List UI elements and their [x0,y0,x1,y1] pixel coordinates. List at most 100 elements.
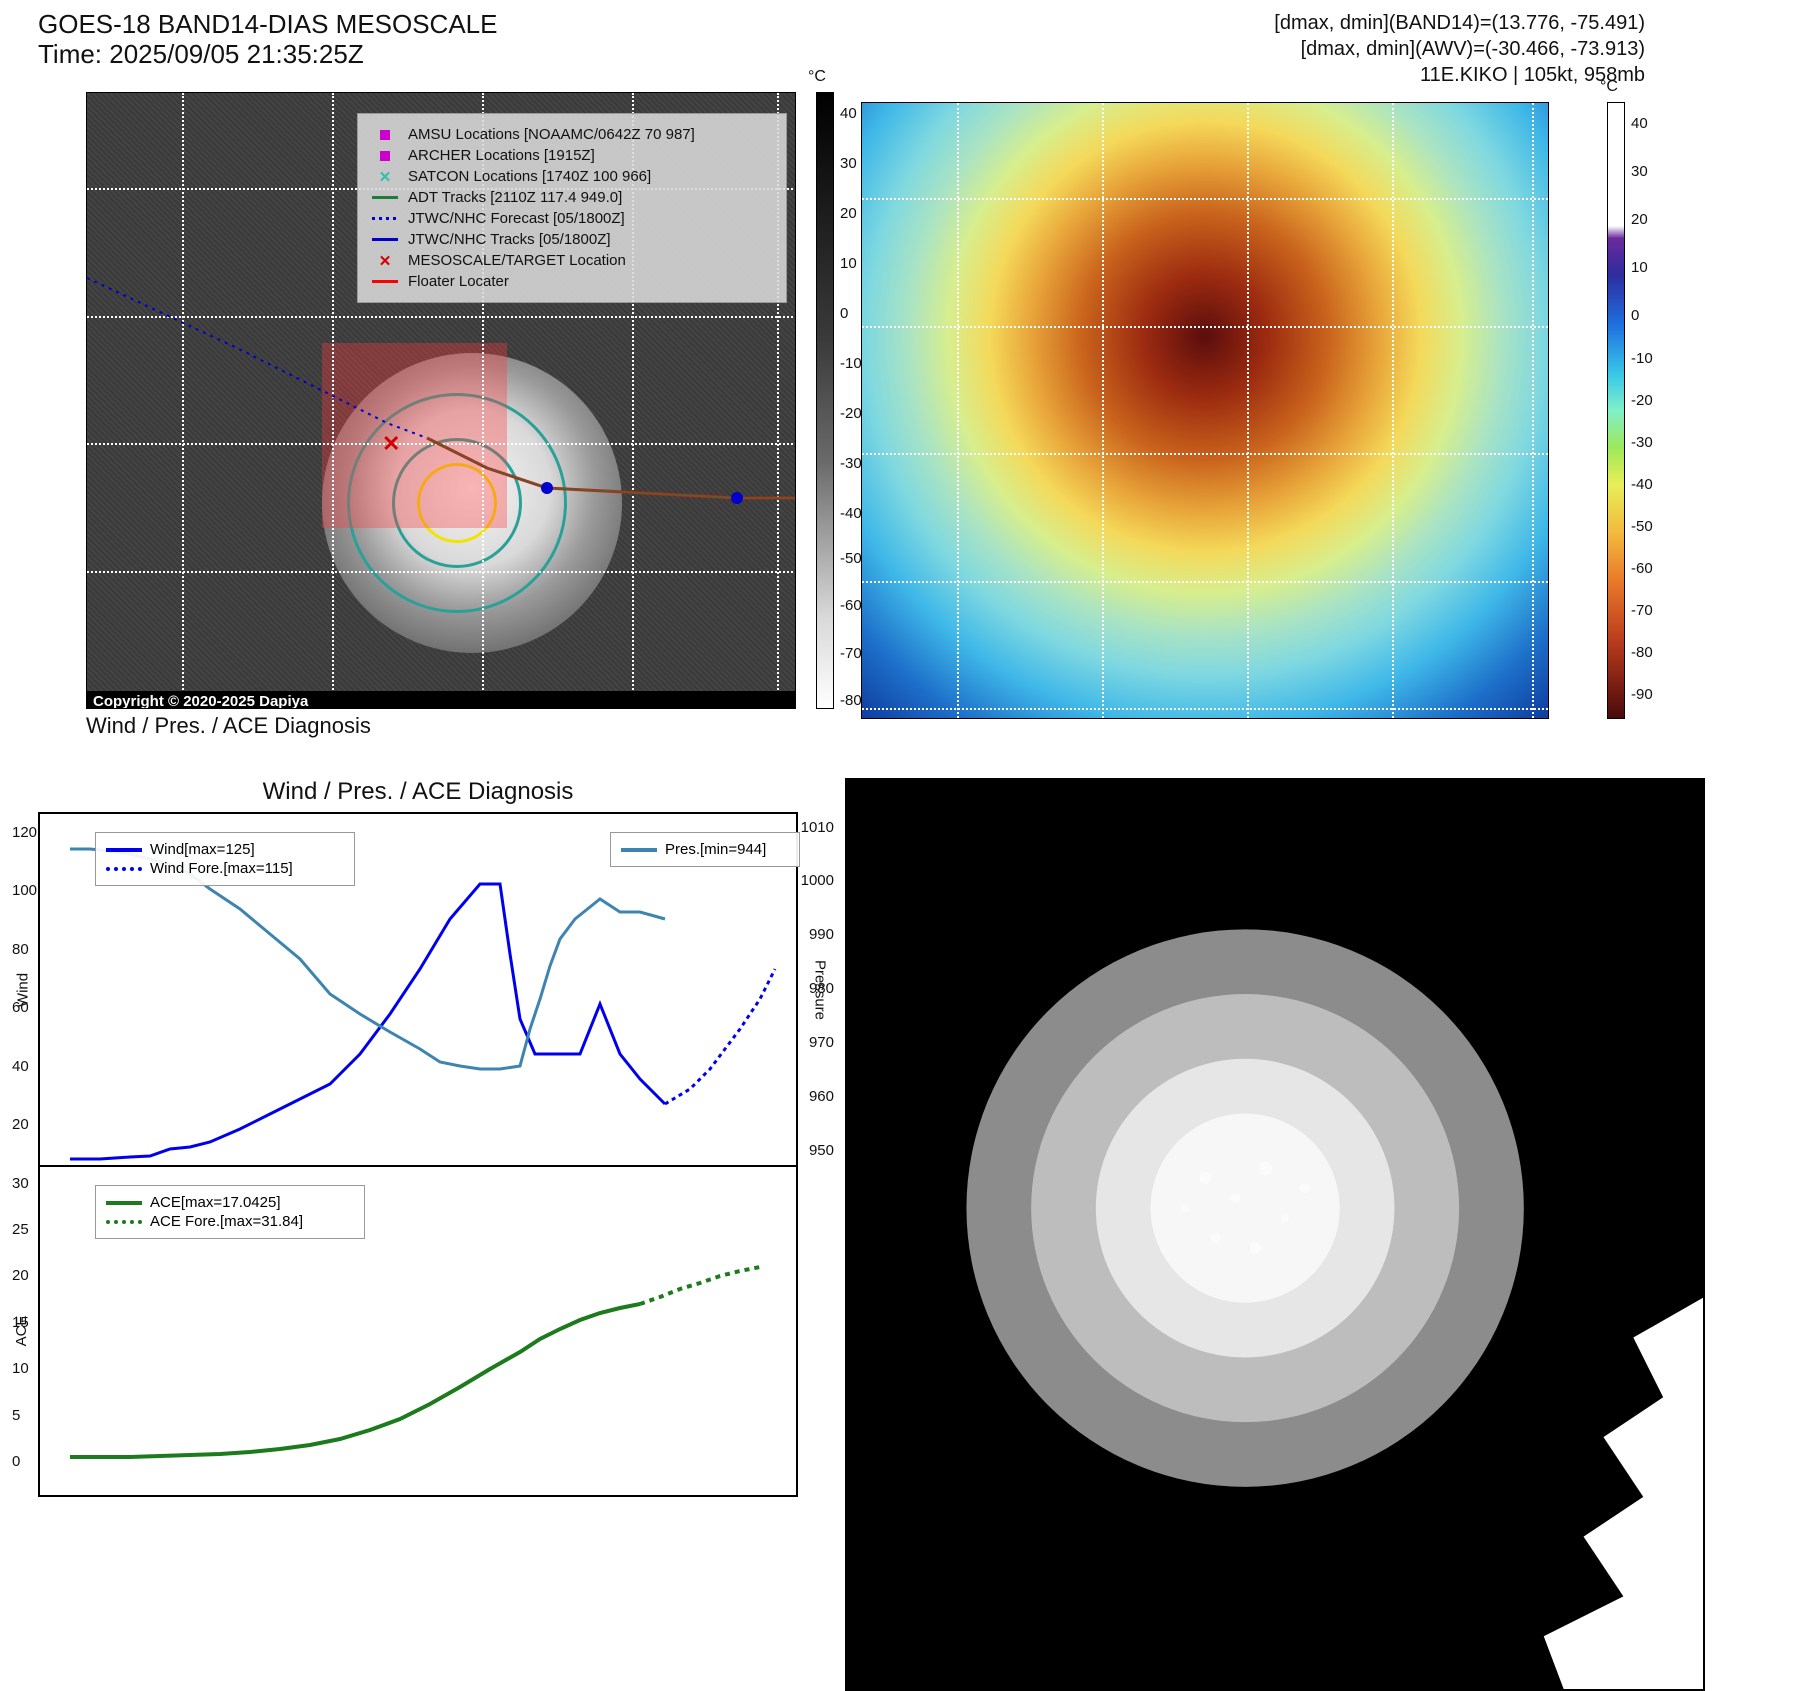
legend-swatch-floater [372,276,398,288]
tr-gridline-lon-142 [957,103,959,718]
wind-legend: Wind[max=125] Wind Fore.[max=115] [95,832,355,886]
wind-tick-120: 120 [12,824,37,841]
tr-gridline-lat-16 [862,326,1548,328]
tr-cb-tick-20: 20 [1631,211,1648,228]
ace-tick-5: 5 [12,1407,20,1424]
legend-row-floater: Floater Locater [372,273,772,290]
tl-cb-tick-m30: -30 [840,455,862,472]
tr-cb-tick-m30: -30 [1631,434,1653,451]
tr-gridline-lon-138 [1247,103,1249,718]
tl-map-legend: AMSU Locations [NOAAMC/0642Z 70 987] ARC… [357,113,787,303]
wind-legend-row1: Wind[max=125] [106,841,344,858]
ace-chart[interactable]: 30 25 20 15 10 5 0 ACE ACE[max=17.0425] … [38,1167,798,1497]
tr-cb-tick-m10: -10 [1631,350,1653,367]
tl-colorbar-unit: °C [808,68,826,86]
legend-row-archer: ARCHER Locations [1915Z] [372,147,772,164]
tr-cb-tick-10: 10 [1631,259,1648,276]
wind-legend-row2: Wind Fore.[max=115] [106,860,344,877]
tr-cb-tick-m20: -20 [1631,392,1653,409]
tl-cb-tick-0: 0 [840,305,848,322]
tl-cb-tick-m70: -70 [840,645,862,662]
pres-tick-1000: 1000 [801,872,834,889]
tl-cb-tick-m40: -40 [840,505,862,522]
mesoscale-target-marker: ✕ [382,431,400,457]
tl-cb-tick-20: 20 [840,205,857,222]
pres-tick-950: 950 [809,1142,834,1159]
ace-legend-row1: ACE[max=17.0425] [106,1194,354,1211]
wind-tick-40: 40 [12,1058,29,1075]
pres-legend: Pres.[min=944] [610,832,800,867]
ace-tick-30: 30 [12,1175,29,1192]
tr-cb-tick-m90: -90 [1631,686,1653,703]
legend-swatch-jtwc-forecast [372,213,398,225]
tl-cb-tick-m20: -20 [840,405,862,422]
ir-rainbow-colorbar[interactable] [1607,102,1625,719]
tr-cb-tick-m80: -80 [1631,644,1653,661]
wind-pres-ace-title: Wind / Pres. / ACE Diagnosis [38,778,798,806]
ace-tick-25: 25 [12,1221,29,1238]
tr-cb-tick-m60: -60 [1631,560,1653,577]
wind-pressure-chart[interactable]: 120 100 80 60 40 20 Wind 1010 1000 990 9… [38,812,798,1167]
legend-swatch-jtwc-track [372,234,398,246]
legend-swatch-satcon: ✕ [372,171,398,183]
ace-tick-10: 10 [12,1360,29,1377]
tl-cb-tick-40: 40 [840,105,857,122]
pres-legend-row1: Pres.[min=944] [621,841,789,858]
tr-colorbar-unit: °C [1600,78,1618,96]
legend-row-jtwc-track: JTWC/NHC Tracks [05/1800Z] [372,231,772,248]
ace-tick-0: 0 [12,1453,20,1470]
tr-header-line2: [dmax, dmin](AWV)=(-30.466, -73.913) [1274,36,1645,62]
legend-swatch-mesoscale: ✕ [372,255,398,267]
wind-tick-80: 80 [12,941,29,958]
panel-title-line2: Time: 2025/09/05 21:35:25Z [38,40,497,70]
legend-swatch-archer [372,150,398,162]
tr-gridline-lon-140 [1102,103,1104,718]
tr-gridline-lon-134 [1532,103,1534,718]
panel-title-block: GOES-18 BAND14-DIAS MESOSCALE Time: 2025… [38,10,497,70]
tr-gridline-lat-12 [862,581,1548,583]
legend-swatch-adt [372,192,398,204]
tr-cb-tick-30: 30 [1631,163,1648,180]
tr-cb-tick-0: 0 [1631,307,1639,324]
ir-satellite-map[interactable]: 142°W 140°W 138°W 136°W 134°W 18°N 16°N … [86,92,796,709]
tl-cb-tick-30: 30 [840,155,857,172]
tr-gridline-lat-10 [862,708,1548,710]
tr-cb-tick-m50: -50 [1631,518,1653,535]
copyright-notice: Copyright © 2020-2025 Dapiya [87,691,795,709]
ir-grayscale-colorbar[interactable] [816,92,834,709]
ace-legend-row2: ACE Fore.[max=31.84] [106,1213,354,1230]
ace-tick-20: 20 [12,1267,29,1284]
legend-row-amsu: AMSU Locations [NOAAMC/0642Z 70 987] [372,126,772,143]
legend-swatch-amsu [372,129,398,141]
tl-cb-tick-m60: -60 [840,597,862,614]
wind-pres-ace-panel: Wind / Pres. / ACE Diagnosis 120 100 80 … [38,778,798,1497]
panel-title-line1: GOES-18 BAND14-DIAS MESOSCALE [38,10,497,40]
pres-tick-960: 960 [809,1088,834,1105]
tr-gridline-lon-136 [1392,103,1394,718]
tr-header-text: [dmax, dmin](BAND14)=(13.776, -75.491) [… [1274,10,1645,88]
ir-colorized-map[interactable]: 142°W 140°W 138°W 136°W 134°W 18°N 16°N … [861,102,1549,719]
tr-cb-tick-m70: -70 [1631,602,1653,619]
tr-cb-tick-m40: -40 [1631,476,1653,493]
ace-axis-label: ACE [13,1316,30,1347]
wind-axis-label: Wind [15,972,32,1006]
tl-cb-tick-m50: -50 [840,550,862,567]
legend-row-mesoscale: ✕ MESOSCALE/TARGET Location [372,252,772,269]
wmg-mask-panel[interactable]: WMG Count: 34 [845,778,1705,1691]
legend-row-satcon: ✕ SATCON Locations [1740Z 100 966] [372,168,772,185]
tr-cb-tick-40: 40 [1631,115,1648,132]
wind-pres-ace-diagnosis-title: Wind / Pres. / ACE Diagnosis [86,713,371,739]
ace-legend: ACE[max=17.0425] ACE Fore.[max=31.84] [95,1185,365,1239]
tr-header-line3: 11E.KIKO | 105kt, 958mb [1274,62,1645,88]
wmg-mask-image [847,780,1703,1689]
tr-gridline-lat-14 [862,453,1548,455]
tl-cb-tick-10: 10 [840,255,857,272]
tl-cb-tick-m80: -80 [840,692,862,709]
tr-header-line1: [dmax, dmin](BAND14)=(13.776, -75.491) [1274,10,1645,36]
tl-cb-tick-m10: -10 [840,355,862,372]
pres-tick-1010: 1010 [801,819,834,836]
pres-tick-990: 990 [809,926,834,943]
tr-gridline-lat-18 [862,198,1548,200]
wind-tick-20: 20 [12,1116,29,1133]
pres-axis-label: Pressure [811,959,828,1019]
